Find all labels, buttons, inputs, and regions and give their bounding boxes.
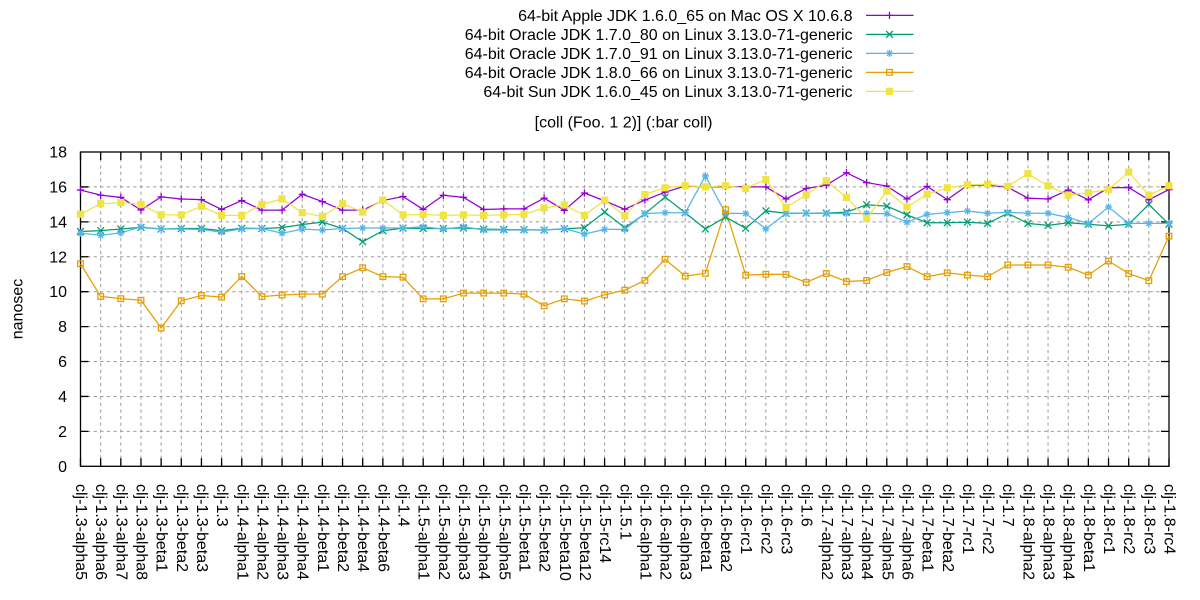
svg-text:clj-1.5-beta1: clj-1.5-beta1 xyxy=(515,484,532,572)
svg-text:clj-1.6-rc3: clj-1.6-rc3 xyxy=(778,484,795,554)
svg-text:clj-1.5-beta2: clj-1.5-beta2 xyxy=(536,484,553,572)
svg-text:clj-1.4-alpha4: clj-1.4-alpha4 xyxy=(294,484,311,580)
svg-text:clj-1.7-alpha5: clj-1.7-alpha5 xyxy=(878,484,895,580)
svg-text:clj-1.4-beta2: clj-1.4-beta2 xyxy=(334,484,351,572)
svg-text:clj-1.7-beta2: clj-1.7-beta2 xyxy=(939,484,956,572)
svg-text:8: 8 xyxy=(58,319,67,336)
svg-text:clj-1.6: clj-1.6 xyxy=(798,484,815,527)
svg-text:clj-1.6-alpha3: clj-1.6-alpha3 xyxy=(677,484,694,580)
svg-text:clj-1.8-rc1: clj-1.8-rc1 xyxy=(1100,484,1117,554)
svg-text:10: 10 xyxy=(49,284,67,301)
svg-text:clj-1.6-alpha2: clj-1.6-alpha2 xyxy=(657,484,674,580)
svg-text:clj-1.5-beta10: clj-1.5-beta10 xyxy=(556,484,573,581)
svg-text:0: 0 xyxy=(58,459,67,476)
svg-text:2: 2 xyxy=(58,424,67,441)
svg-text:clj-1.3-beta3: clj-1.3-beta3 xyxy=(193,484,210,572)
svg-text:clj-1.4-alpha3: clj-1.4-alpha3 xyxy=(274,484,291,580)
svg-text:18: 18 xyxy=(49,145,67,162)
svg-text:clj-1.8-rc4: clj-1.8-rc4 xyxy=(1161,484,1178,554)
svg-text:clj-1.7-alpha4: clj-1.7-alpha4 xyxy=(858,484,875,580)
svg-text:clj-1.4: clj-1.4 xyxy=(395,484,412,527)
svg-text:clj-1.7: clj-1.7 xyxy=(999,484,1016,527)
svg-text:64-bit Oracle JDK 1.7.0_91 on: 64-bit Oracle JDK 1.7.0_91 on Linux 3.13… xyxy=(465,46,853,63)
svg-text:clj-1.3: clj-1.3 xyxy=(213,484,230,527)
svg-text:clj-1.4-alpha1: clj-1.4-alpha1 xyxy=(233,484,250,580)
svg-text:clj-1.4-beta4: clj-1.4-beta4 xyxy=(354,484,371,572)
svg-text:64-bit Sun JDK 1.6.0_45 on Lin: 64-bit Sun JDK 1.6.0_45 on Linux 3.13.0-… xyxy=(483,84,852,101)
svg-text:clj-1.6-beta2: clj-1.6-beta2 xyxy=(717,484,734,572)
svg-text:clj-1.7-beta1: clj-1.7-beta1 xyxy=(919,484,936,572)
svg-text:nanosec: nanosec xyxy=(10,279,27,340)
svg-text:clj-1.3-beta2: clj-1.3-beta2 xyxy=(173,484,190,572)
svg-text:clj-1.5-alpha1: clj-1.5-alpha1 xyxy=(415,484,432,580)
svg-text:clj-1.3-alpha5: clj-1.3-alpha5 xyxy=(72,484,89,580)
svg-text:64-bit Oracle JDK 1.8.0_66 on: 64-bit Oracle JDK 1.8.0_66 on Linux 3.13… xyxy=(465,65,853,82)
svg-text:14: 14 xyxy=(49,214,67,231)
svg-text:64-bit Apple JDK 1.6.0_65 on M: 64-bit Apple JDK 1.6.0_65 on Mac OS X 10… xyxy=(518,8,853,25)
svg-text:clj-1.7-rc2: clj-1.7-rc2 xyxy=(979,484,996,554)
svg-text:clj-1.6-alpha1: clj-1.6-alpha1 xyxy=(636,484,653,580)
svg-text:clj-1.7-alpha2: clj-1.7-alpha2 xyxy=(818,484,835,580)
svg-text:clj-1.5-alpha5: clj-1.5-alpha5 xyxy=(495,484,512,580)
svg-text:16: 16 xyxy=(49,179,67,196)
svg-text:clj-1.5-alpha2: clj-1.5-alpha2 xyxy=(435,484,452,580)
svg-text:64-bit Oracle JDK 1.7.0_80 on: 64-bit Oracle JDK 1.7.0_80 on Linux 3.13… xyxy=(465,27,853,44)
svg-text:6: 6 xyxy=(58,354,67,371)
svg-text:clj-1.7-alpha3: clj-1.7-alpha3 xyxy=(838,484,855,580)
svg-text:clj-1.5-rc14: clj-1.5-rc14 xyxy=(596,484,613,563)
svg-text:clj-1.8-beta1: clj-1.8-beta1 xyxy=(1080,484,1097,572)
svg-text:clj-1.8-alpha3: clj-1.8-alpha3 xyxy=(1040,484,1057,580)
svg-text:4: 4 xyxy=(58,389,67,406)
svg-text:clj-1.6-rc1: clj-1.6-rc1 xyxy=(737,484,754,554)
svg-text:clj-1.5-alpha3: clj-1.5-alpha3 xyxy=(455,484,472,580)
svg-text:clj-1.8-alpha2: clj-1.8-alpha2 xyxy=(1019,484,1036,580)
svg-text:clj-1.5-beta12: clj-1.5-beta12 xyxy=(576,484,593,581)
svg-text:clj-1.8-rc3: clj-1.8-rc3 xyxy=(1140,484,1157,554)
svg-text:clj-1.3-alpha7: clj-1.3-alpha7 xyxy=(112,484,129,580)
svg-text:clj-1.4-beta1: clj-1.4-beta1 xyxy=(314,484,331,572)
svg-text:clj-1.3-alpha6: clj-1.3-alpha6 xyxy=(92,484,109,580)
svg-text:clj-1.8-rc2: clj-1.8-rc2 xyxy=(1120,484,1137,554)
svg-text:clj-1.4-alpha2: clj-1.4-alpha2 xyxy=(253,484,270,580)
svg-text:clj-1.5-alpha4: clj-1.5-alpha4 xyxy=(475,484,492,580)
svg-text:clj-1.4-beta6: clj-1.4-beta6 xyxy=(374,484,391,572)
svg-text:clj-1.3-alpha8: clj-1.3-alpha8 xyxy=(132,484,149,580)
svg-text:clj-1.3-beta1: clj-1.3-beta1 xyxy=(153,484,170,572)
svg-text:clj-1.6-rc2: clj-1.6-rc2 xyxy=(757,484,774,554)
svg-text:clj-1.7-alpha6: clj-1.7-alpha6 xyxy=(898,484,915,580)
svg-text:clj-1.6-beta1: clj-1.6-beta1 xyxy=(697,484,714,572)
svg-text:[coll (Foo. 1 2)] (:bar coll): [coll (Foo. 1 2)] (:bar coll) xyxy=(535,115,713,132)
svg-text:12: 12 xyxy=(49,249,67,266)
svg-text:clj-1.7-rc1: clj-1.7-rc1 xyxy=(959,484,976,554)
svg-text:clj-1.5.1: clj-1.5.1 xyxy=(616,484,633,540)
svg-text:clj-1.8-alpha4: clj-1.8-alpha4 xyxy=(1060,484,1077,580)
